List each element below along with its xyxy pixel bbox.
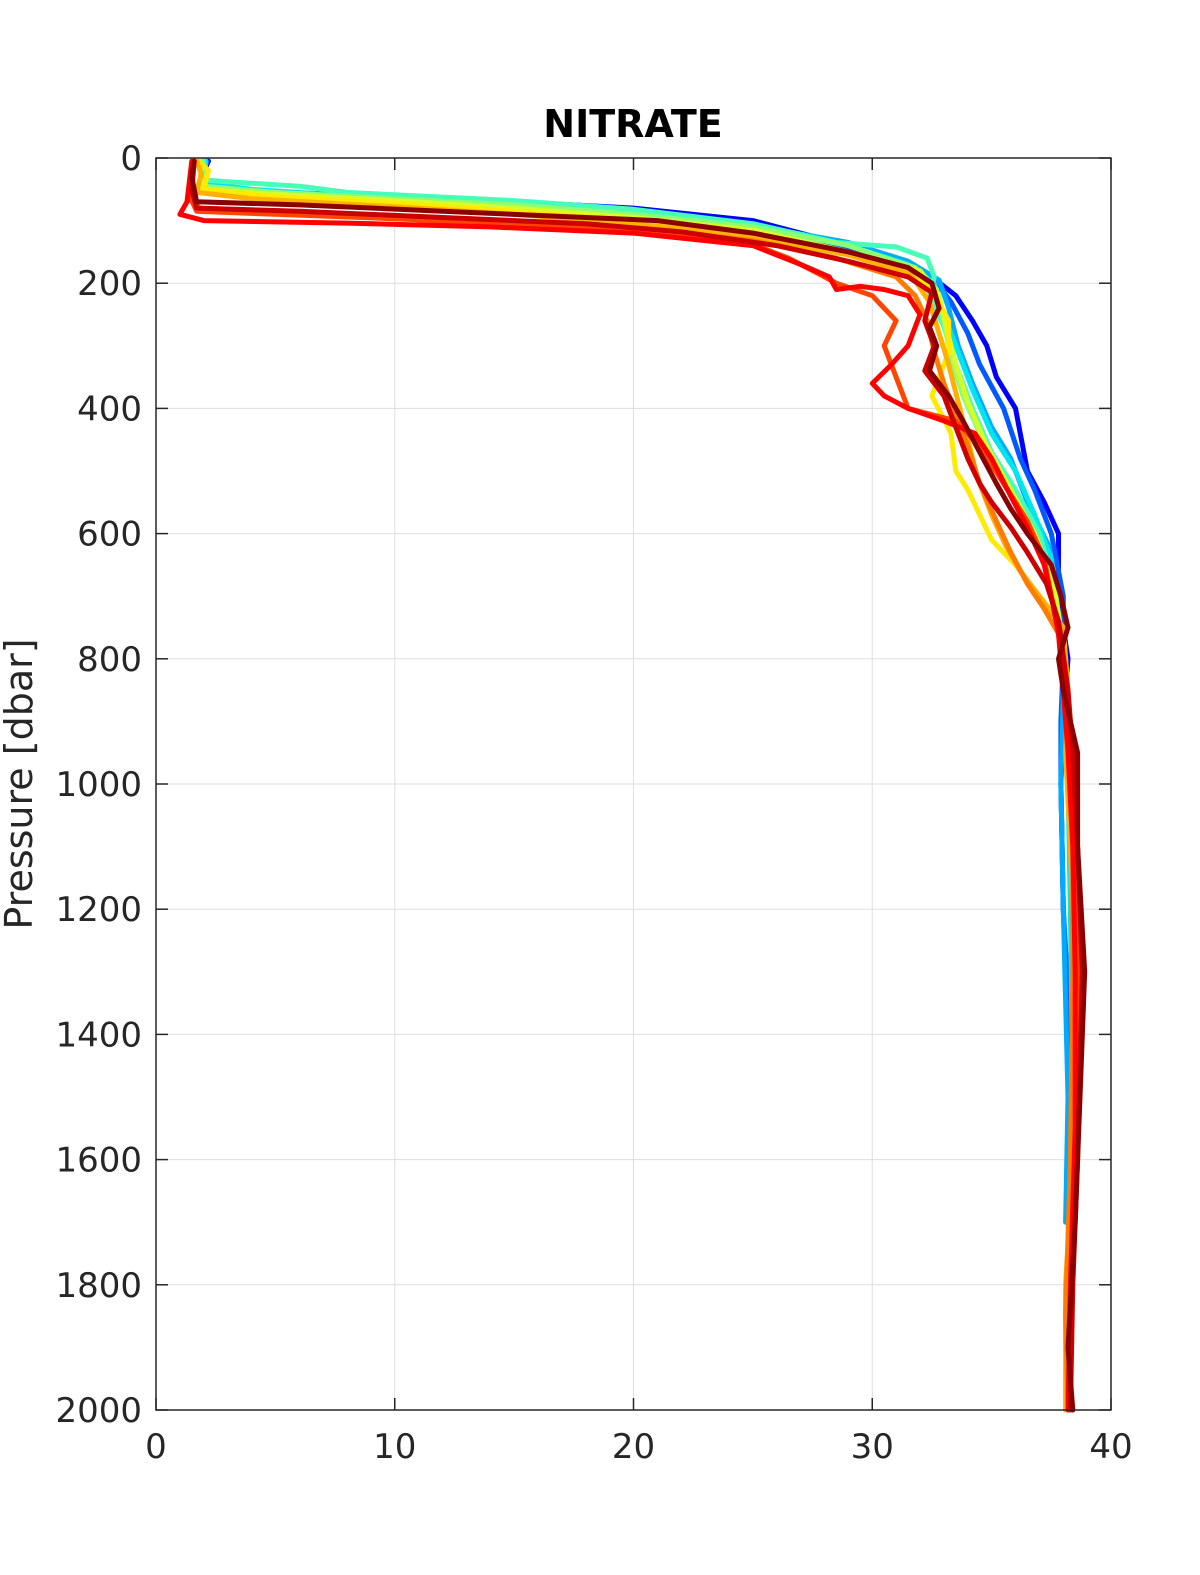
x-tick-label: 40: [1089, 1427, 1132, 1467]
y-tick-label: 0: [120, 139, 142, 179]
x-tick-label: 0: [145, 1427, 167, 1467]
y-tick-label: 1600: [55, 1141, 142, 1181]
y-axis-label: Pressure [dbar]: [0, 638, 41, 929]
y-tick-label: 800: [77, 640, 142, 680]
grid: [156, 158, 1111, 1410]
profile-line-3: [198, 158, 1071, 1225]
chart-title: NITRATE: [543, 102, 722, 146]
y-tick-label: 200: [77, 264, 142, 304]
series-layer: [177, 158, 1088, 1413]
profile-line-13: [189, 158, 1085, 1413]
y-tick-label: 1400: [55, 1015, 142, 1055]
y-tick-label: 2000: [55, 1391, 142, 1431]
y-tick-label: 1000: [55, 765, 142, 805]
profile-line-10: [189, 158, 1076, 1413]
x-tick-label: 30: [851, 1427, 894, 1467]
x-tick-labels: 0 10 20 30 40: [145, 1427, 1132, 1467]
profile-line-9: [194, 158, 1078, 1413]
x-tick-label: 20: [612, 1427, 655, 1467]
y-tick-label: 1800: [55, 1266, 142, 1306]
y-tick-label: 1200: [55, 890, 142, 930]
y-tick-labels: 0 200 400 600 800 1000 1200 1400 1600 1800 2000: [55, 139, 142, 1431]
axis-ticks: [155, 157, 1112, 1411]
y-tick-label: 600: [77, 515, 142, 555]
profile-line-12: [177, 158, 1078, 1413]
profile-line-14: [189, 158, 1088, 1413]
profile-line-8: [196, 158, 1081, 1163]
x-tick-label: 10: [373, 1427, 416, 1467]
y-tick-label: 400: [77, 389, 142, 429]
